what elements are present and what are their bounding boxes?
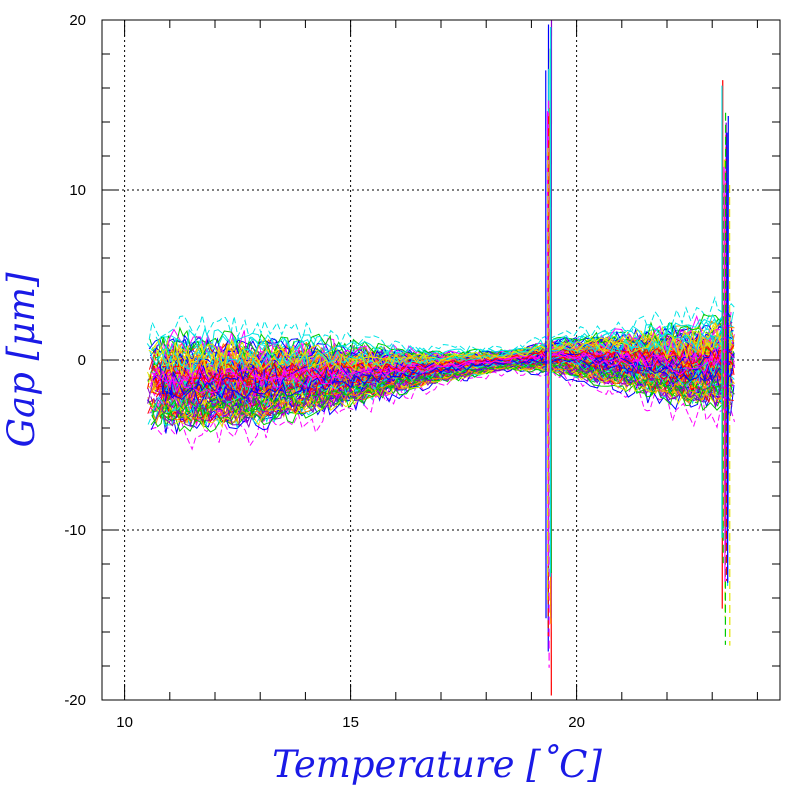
data-series-line <box>148 295 735 353</box>
x-axis-title: Temperature [˚C] <box>272 743 602 786</box>
data-series-line <box>153 359 731 422</box>
y-tick-label: 10 <box>69 182 86 199</box>
data-series-line <box>150 367 735 451</box>
data-series-line <box>149 362 734 416</box>
data-series-line <box>160 326 735 373</box>
data-series-line <box>165 358 734 400</box>
data-series <box>146 20 736 696</box>
y-axis-title: Gap [μm] <box>0 272 43 448</box>
data-series-line <box>150 365 735 435</box>
x-tick-label: 10 <box>116 714 133 731</box>
data-series-line <box>150 349 731 394</box>
data-spike-line <box>723 166 726 582</box>
data-series-line <box>152 336 734 380</box>
x-axis-tick-labels: 10 15 20 <box>116 714 585 731</box>
y-axis-tick-labels: -20 -10 0 10 20 <box>64 12 86 709</box>
y-tick-label: 20 <box>69 12 86 29</box>
data-series-line <box>158 330 732 376</box>
data-series-line <box>155 309 734 356</box>
data-series-line <box>157 328 736 380</box>
y-tick-label: -20 <box>64 692 86 709</box>
axis-ticks <box>102 19 780 701</box>
y-tick-label: 0 <box>78 352 86 369</box>
data-series-line <box>162 346 733 383</box>
x-tick-label: 15 <box>342 714 359 731</box>
data-series-line <box>158 364 731 423</box>
data-spike-line <box>726 132 729 583</box>
y-tick-label: -10 <box>64 522 86 539</box>
x-tick-label: 20 <box>568 714 585 731</box>
data-series-line <box>154 348 734 384</box>
data-series-line <box>164 348 730 386</box>
